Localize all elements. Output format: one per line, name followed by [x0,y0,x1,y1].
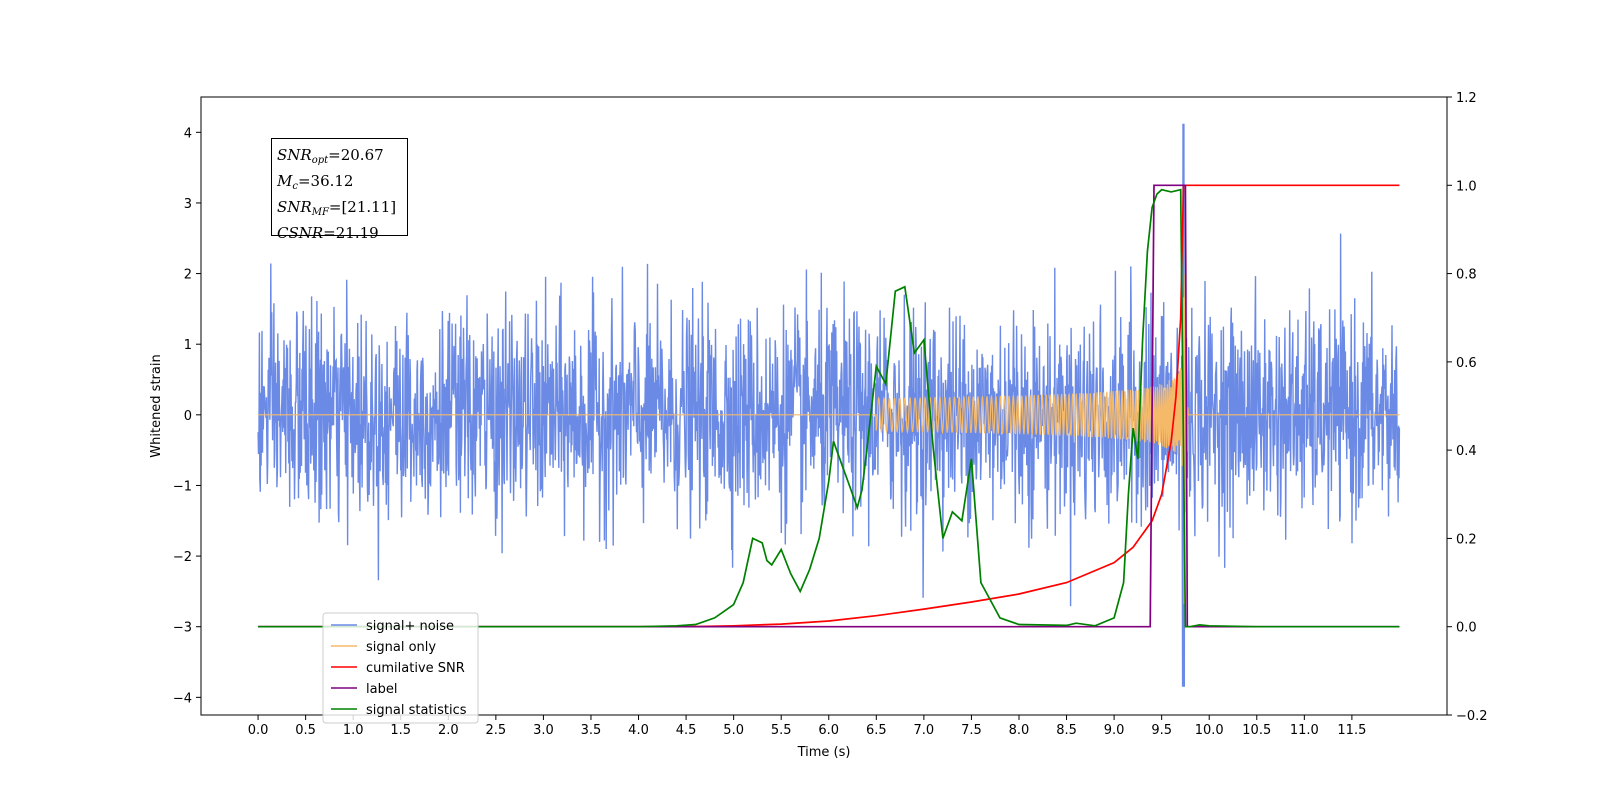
y-tick-label: −2 [173,550,192,565]
y2-tick-label: 0.4 [1456,444,1477,459]
x-tick-label: 10.5 [1242,723,1271,738]
y-tick-label: 4 [184,126,192,141]
x-tick-label: 6.0 [818,723,839,738]
x-tick-label: 7.0 [914,723,935,738]
y-tick-label: 2 [184,268,192,283]
y-tick-label: 3 [184,197,192,212]
y2-tick-label: 0.2 [1456,532,1477,547]
legend-label-signal-noise: signal+ noise [366,619,454,634]
x-tick-label: 0.0 [248,723,269,738]
legend-label-label: label [366,682,397,697]
x-tick-label: 5.5 [771,723,792,738]
y2-tick-label: 1.2 [1456,91,1477,106]
x-tick-label: 10.0 [1195,723,1224,738]
series-signal-only [258,273,1400,604]
legend-label-signal-statistics: signal statistics [366,703,467,718]
y-axis-left: 4 3 2 1 0 −1 −2 −3 −4 [173,126,201,706]
y-axis-right: 1.2 1.0 0.8 0.6 0.4 0.2 0.0 −0.2 [1447,91,1488,724]
x-tick-label: 8.0 [1009,723,1030,738]
x-axis: 0.0 0.5 1.0 1.5 2.0 2.5 3.0 3.5 4.0 4.5 5.0 5.5 6.0 6… [248,715,1366,738]
series-layer [257,123,1401,687]
y-tick-label: −1 [173,479,192,494]
x-tick-label: 3.5 [581,723,602,738]
series-signal-statistics [258,188,1400,628]
x-tick-label: 3.0 [533,723,554,738]
y2-tick-label: 0.6 [1456,356,1477,371]
x-tick-label: 8.5 [1056,723,1077,738]
legend-frame [322,612,479,724]
legend: signal+ noise signal only cumilative SNR… [322,612,479,724]
x-axis-label: Time (s) [797,745,851,760]
y-axis-label: Whitened strain [149,354,164,457]
y2-tick-label: 1.0 [1456,179,1477,194]
y2-tick-label: 0.8 [1456,268,1477,283]
y2-tick-label: 0.0 [1456,621,1477,636]
plot-frame [200,96,1448,716]
x-tick-label: 9.0 [1104,723,1125,738]
y-tick-label: 1 [184,338,192,353]
y2-tick-label: −0.2 [1456,709,1488,724]
y-tick-label: −4 [173,691,192,706]
legend-label-signal-only: signal only [366,640,436,655]
series-cumulative-snr [258,184,1400,628]
x-tick-label: 2.0 [438,723,459,738]
y-tick-label: −3 [173,621,192,636]
x-tick-label: 11.5 [1337,723,1366,738]
x-tick-label: 1.5 [390,723,411,738]
legend-label-cumulative-snr: cumilative SNR [366,661,465,676]
x-tick-label: 4.5 [676,723,697,738]
x-tick-label: 9.5 [1151,723,1172,738]
stats-annotation: SNRopt=20.67 Mc=36.12 SNRMF=[21.11] CSNR… [271,138,408,242]
x-tick-label: 7.5 [961,723,982,738]
x-tick-label: 5.0 [723,723,744,738]
series-signal-noise [257,123,1401,687]
y-tick-label: 0 [184,409,192,424]
csnr-line: CSNR=21.19 [277,224,379,242]
x-tick-label: 0.5 [295,723,316,738]
x-tick-label: 2.5 [486,723,507,738]
snr-opt-line: SNRopt=20.67 [277,146,384,166]
x-tick-label: 1.0 [343,723,364,738]
mc-line: Mc=36.12 [277,172,354,192]
x-tick-label: 11.0 [1290,723,1319,738]
snr-mf-line: SNRMF=[21.11] [277,198,397,218]
x-tick-label: 4.0 [628,723,649,738]
x-tick-label: 6.5 [866,723,887,738]
